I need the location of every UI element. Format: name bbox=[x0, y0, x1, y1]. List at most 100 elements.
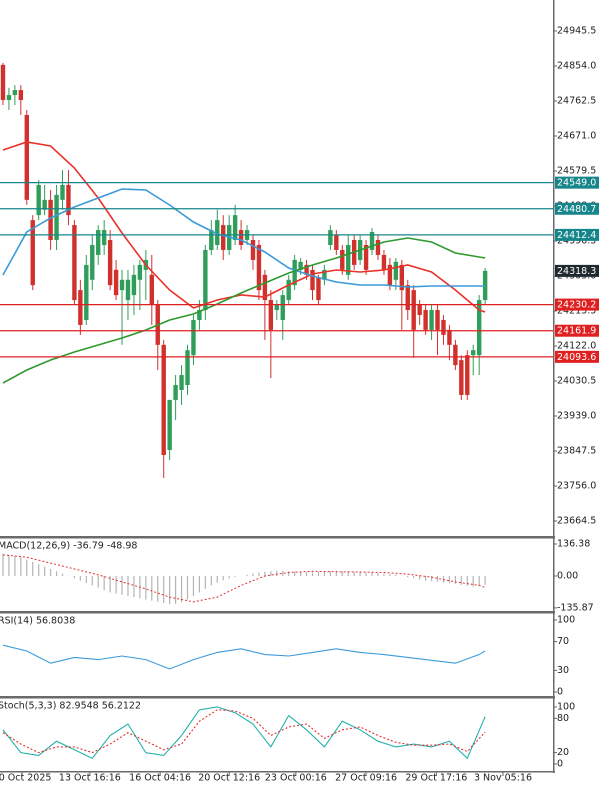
level-label-box bbox=[555, 202, 599, 215]
candle-body bbox=[453, 344, 458, 366]
candle-body bbox=[24, 114, 29, 200]
level-label-box bbox=[555, 228, 599, 241]
candle-body bbox=[179, 375, 184, 390]
signal-line bbox=[2, 554, 486, 603]
candle-body bbox=[375, 240, 381, 255]
y-tick-label: 24030.5 bbox=[557, 375, 596, 386]
candle-body bbox=[185, 350, 190, 385]
candle-body bbox=[60, 184, 65, 200]
indicator-title: RSI(14) 56.8038 bbox=[0, 616, 75, 627]
candle-body bbox=[96, 230, 101, 255]
candle-body bbox=[387, 264, 393, 286]
indicator-title: Stoch(5,3,3) 82.9548 56.2122 bbox=[0, 701, 141, 712]
candle-body bbox=[197, 310, 202, 320]
y-tick-label: -135.87 bbox=[557, 602, 594, 613]
candle-body bbox=[298, 261, 303, 270]
candle-body bbox=[232, 215, 238, 241]
candle-body bbox=[286, 279, 291, 301]
x-tick-label: 3 Nov 05:16 bbox=[474, 773, 532, 784]
candle-body bbox=[322, 269, 327, 280]
candle-body bbox=[173, 384, 178, 400]
candle-body bbox=[310, 269, 315, 291]
y-tick-label: 70 bbox=[557, 636, 569, 647]
candle-body bbox=[316, 277, 321, 301]
candle-body bbox=[6, 95, 12, 101]
candle-body bbox=[250, 240, 256, 260]
candle-body bbox=[72, 225, 77, 301]
level-label: 24230.2 bbox=[557, 300, 596, 311]
y-tick-label: 0 bbox=[557, 687, 563, 698]
indicator-line bbox=[2, 706, 486, 760]
candle-body bbox=[209, 230, 214, 250]
last-price-label: 24318.3 bbox=[557, 266, 596, 277]
y-tick-label: 23756.0 bbox=[557, 480, 596, 491]
candle-body bbox=[42, 199, 47, 210]
candle-body bbox=[113, 269, 119, 296]
candle-body bbox=[262, 274, 268, 301]
candle-body bbox=[125, 279, 131, 301]
level-label: 24161.9 bbox=[557, 326, 596, 337]
level-label-box bbox=[555, 298, 599, 311]
candle-body bbox=[90, 244, 95, 280]
candle-body bbox=[417, 305, 422, 315]
last-price-box bbox=[555, 264, 599, 277]
candle-body bbox=[48, 199, 53, 241]
candle-body bbox=[429, 310, 434, 330]
candle-body bbox=[107, 240, 113, 286]
candle-body bbox=[18, 90, 24, 101]
y-tick-label: 0 bbox=[557, 759, 563, 770]
moving-average bbox=[2, 188, 486, 288]
candle-body bbox=[274, 305, 279, 311]
candle-body bbox=[215, 220, 220, 245]
candle-body bbox=[393, 261, 399, 280]
candle-body bbox=[238, 230, 244, 245]
level-label: 24093.6 bbox=[557, 352, 596, 363]
panel-separator bbox=[0, 771, 555, 773]
y-tick-label: 30 bbox=[557, 665, 569, 676]
y-tick-label: 24671.0 bbox=[557, 130, 596, 141]
y-tick-label: 100 bbox=[557, 701, 575, 712]
candle-body bbox=[411, 290, 416, 330]
price-axis-line bbox=[553, 0, 555, 773]
indicator-line bbox=[2, 644, 486, 670]
candle-body bbox=[435, 310, 440, 330]
candle-body bbox=[292, 259, 297, 286]
candle-body bbox=[149, 274, 154, 306]
y-tick-label: 24945.5 bbox=[557, 25, 596, 36]
candle-body bbox=[399, 264, 405, 291]
x-tick-label: 20 Oct 12:16 bbox=[198, 773, 260, 784]
y-tick-label: 136.38 bbox=[557, 539, 590, 550]
candle-body bbox=[369, 231, 375, 250]
y-tick-label: 80 bbox=[557, 713, 569, 724]
y-tick-label: 20 bbox=[557, 747, 569, 758]
candle-body bbox=[0, 64, 6, 101]
y-tick-label: 23664.5 bbox=[557, 515, 596, 526]
candle-body bbox=[84, 264, 89, 320]
candle-body bbox=[12, 90, 18, 96]
candle-body bbox=[334, 235, 339, 250]
y-tick-label: 23939.0 bbox=[557, 410, 596, 421]
panel-separator bbox=[0, 536, 555, 539]
y-tick-label: 24762.5 bbox=[557, 95, 596, 106]
candle-body bbox=[256, 244, 262, 291]
x-tick-label: 13 Oct 16:16 bbox=[59, 773, 121, 784]
candle-body bbox=[221, 225, 226, 250]
candle-body bbox=[167, 399, 172, 451]
moving-average bbox=[2, 237, 486, 384]
candle-body bbox=[346, 244, 351, 275]
x-tick-label: 16 Oct 04:16 bbox=[129, 773, 191, 784]
candle-body bbox=[304, 264, 309, 275]
level-label: 24412.4 bbox=[557, 230, 596, 241]
y-tick-label: 24396.5 bbox=[557, 235, 596, 246]
y-tick-label: 23847.5 bbox=[557, 445, 596, 456]
candle-body bbox=[78, 290, 83, 325]
y-tick-label: 24854.0 bbox=[557, 60, 596, 71]
candle-body bbox=[280, 295, 285, 320]
level-label: 24480.7 bbox=[557, 204, 596, 215]
candle-body bbox=[405, 285, 410, 311]
panel-separator bbox=[0, 611, 555, 614]
x-tick-label: 23 Oct 00:16 bbox=[265, 773, 327, 784]
candle-body bbox=[203, 249, 208, 311]
candle-body bbox=[363, 244, 369, 270]
